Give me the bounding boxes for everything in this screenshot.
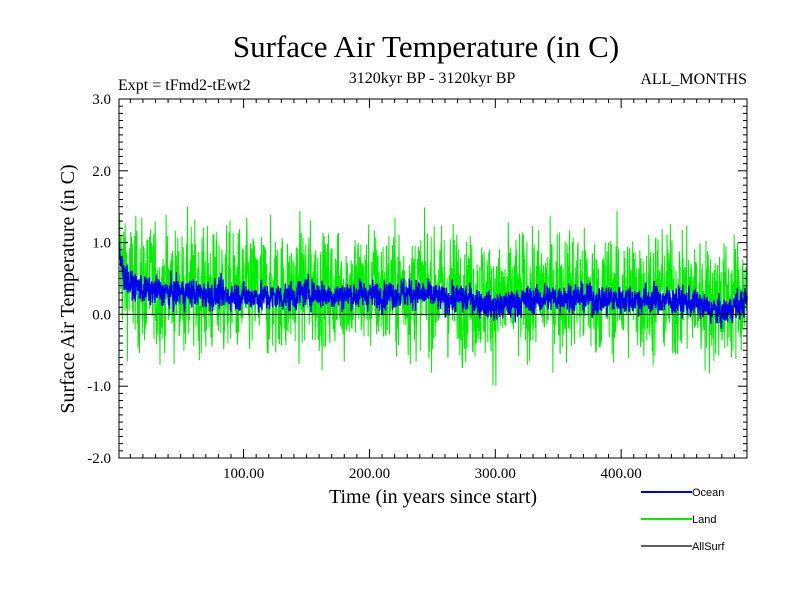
y-axis-label: Surface Air Temperature (in C) (57, 164, 79, 413)
months-label: ALL_MONTHS (640, 71, 747, 88)
x-tick-label: 300.00 (475, 466, 516, 482)
legend-label-ocean: Ocean (692, 487, 724, 499)
chart-title: Surface Air Temperature (in C) (233, 29, 619, 64)
period-label: 3120kyr BP - 3120kyr BP (349, 70, 516, 87)
x-tick-label: 100.00 (223, 466, 264, 482)
legend: Ocean Land AllSurf (641, 487, 725, 553)
y-tick-label: -1.0 (87, 379, 111, 395)
x-tick-label: 400.00 (601, 466, 642, 482)
y-tick-label: 2.0 (92, 164, 111, 180)
y-tick-label: 3.0 (92, 92, 111, 108)
y-tick-label: 1.0 (92, 236, 111, 252)
series-line-ocean (118, 242, 748, 330)
axes: 100.00 200.00 300.00 400.00 -2.0 -1.0 0.0 1.0 2.… (87, 92, 748, 482)
x-axis-label: Time (in years since start) (329, 486, 537, 508)
experiment-label: Expt = tFmd2-tEwt2 (118, 77, 251, 94)
legend-label-land: Land (692, 514, 716, 526)
y-tick-label: 0.0 (92, 307, 111, 323)
legend-label-allsurf: AllSurf (692, 541, 725, 553)
plot-lines (118, 206, 748, 386)
y-tick-label: -2.0 (87, 451, 111, 467)
x-tick-label: 200.00 (349, 466, 390, 482)
